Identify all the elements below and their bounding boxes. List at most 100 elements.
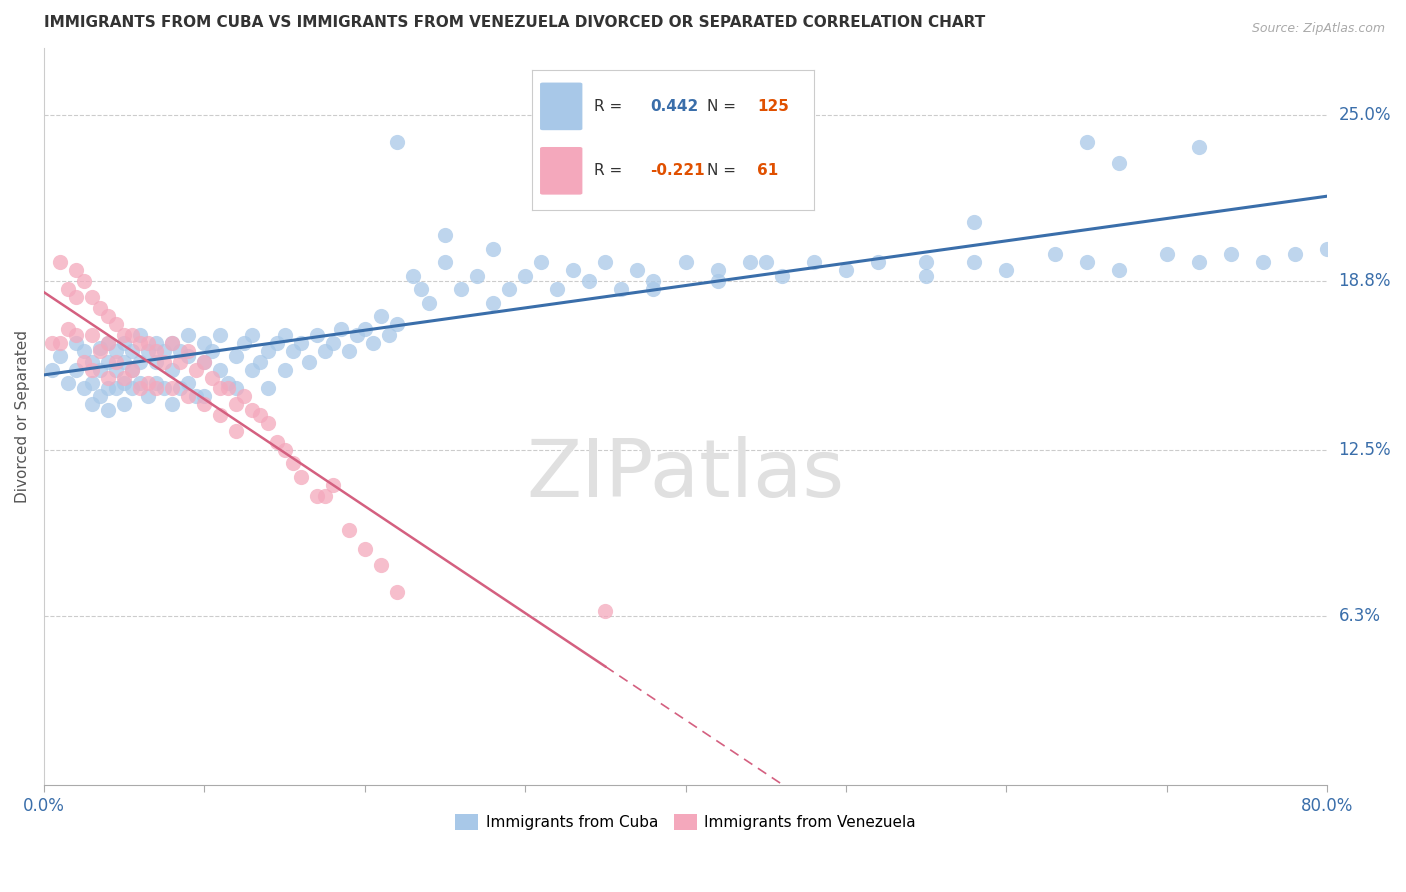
Point — [97, 309, 120, 323]
Point — [97, 335, 120, 350]
Point — [385, 317, 408, 331]
Point — [89, 343, 111, 358]
Point — [136, 343, 159, 358]
Point — [643, 282, 665, 296]
Point — [995, 263, 1018, 277]
Point — [177, 349, 200, 363]
Point — [89, 362, 111, 376]
Point — [346, 327, 368, 342]
Point — [80, 376, 103, 390]
Point — [49, 255, 72, 269]
Point — [217, 376, 239, 390]
Point — [314, 489, 336, 503]
Point — [242, 402, 264, 417]
Point — [105, 381, 128, 395]
Point — [963, 255, 986, 269]
Text: ZIPatlas: ZIPatlas — [526, 436, 845, 515]
Point — [242, 327, 264, 342]
Point — [80, 327, 103, 342]
Point — [1220, 247, 1243, 261]
Text: Source: ZipAtlas.com: Source: ZipAtlas.com — [1251, 22, 1385, 36]
Point — [1284, 247, 1306, 261]
Point — [121, 362, 143, 376]
Point — [266, 335, 288, 350]
Point — [153, 354, 176, 368]
Point — [153, 343, 176, 358]
Point — [105, 362, 128, 376]
Point — [242, 362, 264, 376]
Point — [112, 335, 135, 350]
Point — [41, 362, 63, 376]
Point — [578, 274, 600, 288]
Point — [112, 376, 135, 390]
Y-axis label: Divorced or Separated: Divorced or Separated — [15, 330, 30, 503]
Point — [97, 354, 120, 368]
Point — [1076, 255, 1098, 269]
Point — [73, 381, 96, 395]
Point — [418, 295, 440, 310]
Point — [706, 274, 728, 288]
Point — [145, 335, 167, 350]
Point — [370, 558, 392, 573]
Point — [706, 263, 728, 277]
Point — [97, 335, 120, 350]
Point — [177, 343, 200, 358]
Point — [65, 290, 87, 304]
Point — [290, 470, 312, 484]
Point — [595, 604, 617, 618]
Point — [209, 362, 232, 376]
Point — [56, 322, 79, 336]
Point — [201, 370, 224, 384]
Point — [1251, 255, 1274, 269]
Point — [281, 456, 304, 470]
Point — [121, 343, 143, 358]
Point — [257, 381, 280, 395]
Point — [97, 402, 120, 417]
Point — [482, 242, 505, 256]
Point — [353, 542, 375, 557]
Point — [530, 255, 553, 269]
Point — [385, 135, 408, 149]
Point — [177, 389, 200, 403]
Point — [546, 282, 568, 296]
Point — [225, 424, 247, 438]
Point — [145, 381, 167, 395]
Point — [89, 301, 111, 315]
Text: IMMIGRANTS FROM CUBA VS IMMIGRANTS FROM VENEZUELA DIVORCED OR SEPARATED CORRELAT: IMMIGRANTS FROM CUBA VS IMMIGRANTS FROM … — [44, 15, 986, 30]
Point — [643, 274, 665, 288]
Point — [112, 370, 135, 384]
Point — [465, 268, 488, 283]
Point — [257, 343, 280, 358]
Point — [803, 255, 825, 269]
Point — [1108, 156, 1130, 170]
Point — [160, 335, 183, 350]
Point — [56, 376, 79, 390]
Point — [209, 327, 232, 342]
Point — [257, 416, 280, 430]
Point — [145, 343, 167, 358]
Point — [305, 489, 328, 503]
Point — [65, 327, 87, 342]
Point — [193, 397, 215, 411]
Point — [121, 381, 143, 395]
Text: 12.5%: 12.5% — [1339, 441, 1391, 459]
Point — [49, 335, 72, 350]
Point — [160, 381, 183, 395]
Point — [121, 327, 143, 342]
Point — [41, 335, 63, 350]
Point — [266, 434, 288, 449]
Point — [305, 327, 328, 342]
Point — [129, 354, 152, 368]
Point — [97, 370, 120, 384]
Point — [353, 322, 375, 336]
Point — [249, 408, 271, 422]
Point — [770, 268, 793, 283]
Point — [290, 335, 312, 350]
Point — [738, 255, 761, 269]
Point — [361, 335, 384, 350]
Point — [160, 362, 183, 376]
Point — [915, 268, 938, 283]
Point — [297, 354, 319, 368]
Point — [160, 397, 183, 411]
Point — [73, 354, 96, 368]
